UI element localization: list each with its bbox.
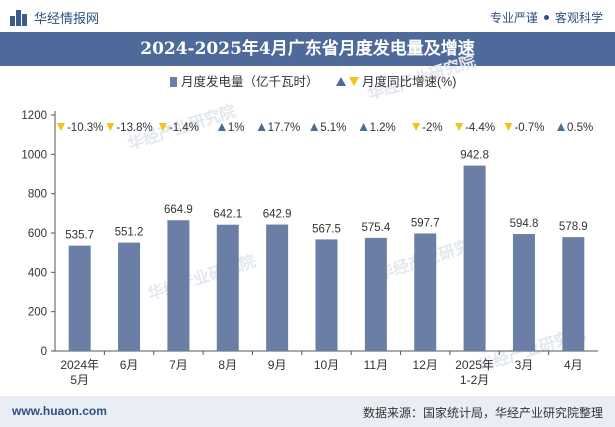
x-tick-label: 4月 (564, 358, 583, 372)
legend-series-2: 月度同比增速(%) (362, 74, 456, 89)
bar-value-label: 594.8 (510, 218, 539, 230)
bar (364, 237, 387, 351)
legend-bar-swatch (170, 77, 177, 87)
legend-up-triangle-icon (336, 77, 346, 86)
bar-value-label: 551.2 (115, 227, 144, 239)
x-tick-label: 2024年 (60, 358, 99, 372)
y-tick-label: 1200 (21, 110, 47, 122)
bar (266, 224, 289, 351)
growth-down-triangle-icon (56, 123, 65, 131)
growth-down-triangle-icon (106, 123, 115, 131)
x-tick-label: 2025年 (455, 358, 494, 372)
y-tick-label: 800 (28, 189, 47, 201)
y-tick-label: 1000 (21, 149, 47, 161)
y-tick-label: 400 (28, 267, 47, 279)
growth-down-triangle-icon (504, 123, 513, 131)
bar-value-label: 664.9 (164, 204, 193, 216)
brand-logo: 华经情报网 (10, 8, 99, 27)
bar (463, 165, 486, 351)
x-tick-label: 12月 (413, 358, 438, 372)
growth-down-triangle-icon (158, 123, 167, 131)
bar-value-label: 578.9 (559, 221, 588, 233)
growth-value-label: 17.7% (268, 122, 301, 134)
bar-value-label: 535.7 (65, 230, 94, 242)
growth-up-triangle-icon (310, 123, 319, 131)
bar (512, 234, 535, 351)
chart-title: 2024-2025年4月广东省月度发电量及增速 (0, 32, 615, 66)
y-tick-label: 0 (41, 346, 47, 358)
bar-value-label: 642.9 (263, 209, 292, 221)
tagline-left: 专业严谨 (489, 11, 538, 25)
tagline: 专业严谨 客观科学 (490, 9, 603, 26)
bar (216, 224, 239, 351)
growth-up-triangle-icon (217, 123, 226, 131)
x-tick-label: 8月 (218, 358, 237, 372)
growth-value-label: -1.4% (169, 122, 199, 134)
bar (414, 233, 437, 351)
growth-value-label: -2% (422, 122, 442, 134)
growth-down-triangle-icon (455, 123, 464, 131)
x-tick-label: 10月 (314, 358, 339, 372)
watermark-text: 华经产业研究院 (145, 251, 257, 304)
bar-value-label: 597.7 (411, 217, 440, 229)
growth-value-label: 0.5% (567, 122, 593, 134)
growth-value-label: -13.8% (116, 122, 152, 134)
x-tick-label: 5月 (70, 373, 89, 387)
bar (315, 239, 338, 351)
growth-up-triangle-icon (257, 123, 266, 131)
growth-value-label: -0.7% (514, 122, 544, 134)
x-tick-label: 7月 (169, 358, 188, 372)
x-tick-label: 3月 (515, 358, 534, 372)
growth-value-label: 1.2% (370, 122, 396, 134)
x-tick-label: 1-2月 (460, 373, 489, 387)
x-tick-label: 11月 (364, 358, 388, 372)
bar-value-label: 567.5 (312, 223, 341, 235)
legend-series-1: 月度发电量（亿千瓦时） (181, 74, 319, 89)
growth-down-triangle-icon (412, 123, 421, 131)
footer-source: 数据来源：国家统计局，华经产业研究院整理 (362, 406, 603, 420)
growth-up-triangle-icon (557, 123, 566, 131)
bar-value-label: 575.4 (361, 222, 390, 234)
y-tick-label: 200 (28, 307, 47, 319)
bar (167, 220, 190, 351)
top-bar: 华经情报网 专业严谨 客观科学 (0, 0, 615, 32)
brand-name: 华经情报网 (34, 11, 100, 26)
growth-value-label: -4.4% (465, 122, 495, 134)
tagline-right: 客观科学 (554, 11, 603, 25)
bar (562, 237, 585, 351)
growth-up-triangle-icon (359, 123, 368, 131)
footer-website: www.huaon.com (12, 404, 107, 418)
x-tick-label: 6月 (120, 358, 139, 372)
bar-value-label: 642.1 (213, 209, 242, 221)
tagline-dot-icon (543, 15, 549, 20)
growth-value-label: 1% (228, 122, 245, 134)
growth-value-label: 5.1% (320, 122, 346, 134)
bar (118, 242, 141, 351)
footer: www.huaon.com 数据来源：国家统计局，华经产业研究院整理 (0, 396, 615, 427)
growth-value-label: -10.3% (67, 122, 103, 134)
x-tick-label: 9月 (268, 358, 287, 372)
legend-down-triangle-icon (349, 77, 359, 86)
bar (68, 245, 91, 351)
brand-logo-icon (10, 9, 28, 26)
y-tick-label: 600 (28, 228, 47, 240)
bar-value-label: 942.8 (460, 150, 489, 162)
